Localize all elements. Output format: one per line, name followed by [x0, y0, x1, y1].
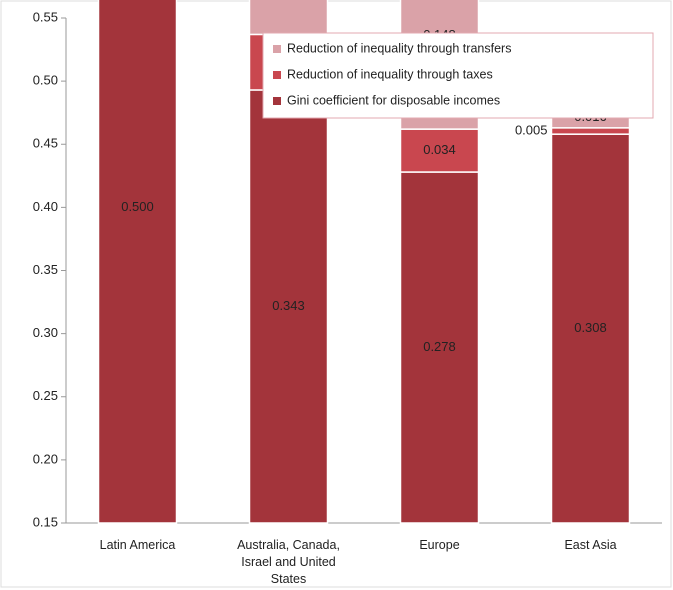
- x-tick-label: Europe: [419, 538, 460, 552]
- legend-label: Gini coefficient for disposable incomes: [287, 93, 500, 107]
- value-label: 0.343: [272, 298, 305, 313]
- legend-swatch: [273, 45, 281, 53]
- y-tick-label: 0.30: [33, 325, 58, 340]
- value-label: 0.500: [121, 199, 154, 214]
- x-tick-label: East Asia: [564, 538, 617, 552]
- y-tick-label: 0.15: [33, 514, 58, 529]
- y-tick-label: 0.50: [33, 73, 58, 88]
- legend-label: Reduction of inequality through taxes: [287, 67, 493, 81]
- value-label: 0.308: [574, 320, 607, 335]
- y-tick-label: 0.45: [33, 136, 58, 151]
- legend-box: [262, 32, 654, 119]
- bar-segment: [399, 128, 480, 173]
- x-tick-label: Latin America: [99, 538, 176, 552]
- legend-label: Reduction of inequality through transfer…: [287, 41, 511, 55]
- x-tick-label: Australia, Canada, Israel and United Sta…: [237, 538, 340, 586]
- bar-segment: [550, 127, 631, 135]
- y-tick-label: 0.20: [33, 451, 58, 466]
- legend: Reduction of inequality through transfer…: [262, 32, 654, 119]
- y-tick-label: 0.40: [33, 199, 58, 214]
- bar-segment: [399, 171, 480, 524]
- legend-swatch: [273, 71, 281, 79]
- y-tick-label: 0.35: [33, 262, 58, 277]
- value-label: 0.005: [515, 122, 548, 137]
- y-tick-label: 0.25: [33, 388, 58, 403]
- bar-segment: [97, 0, 178, 524]
- y-tick-label: 0.55: [33, 9, 58, 24]
- value-label: 0.034: [423, 142, 456, 157]
- legend-swatch: [273, 97, 281, 105]
- value-label: 0.278: [423, 339, 456, 354]
- bar-segment: [248, 0, 329, 36]
- bar-segment: [248, 89, 329, 524]
